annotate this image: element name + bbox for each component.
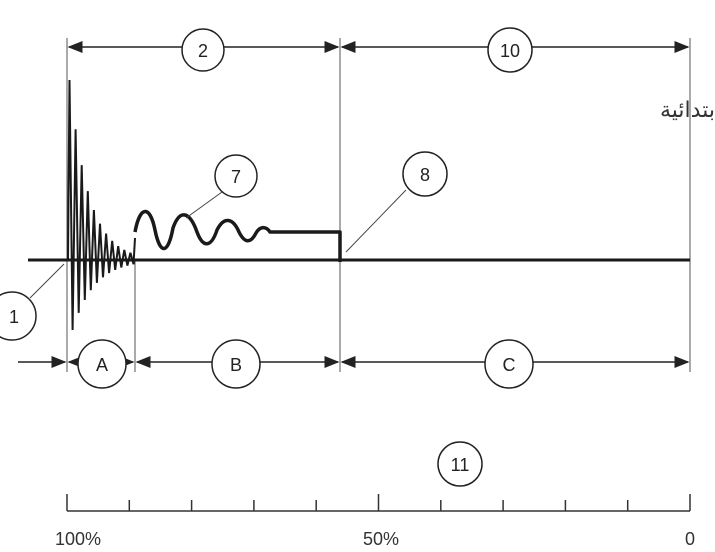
svg-text:1: 1: [9, 307, 19, 327]
svg-text:11: 11: [451, 455, 470, 475]
scale-label-100: 100%: [55, 529, 101, 549]
svg-text:A: A: [96, 355, 108, 375]
svg-text:7: 7: [231, 167, 241, 187]
circuit-caption: الدائرة الابتدائية: [660, 98, 715, 123]
svg-text:8: 8: [420, 165, 430, 185]
phase-label-c: C: [484, 339, 534, 389]
damped-wave: [133, 209, 342, 262]
scale-label-0: 0: [685, 529, 695, 549]
oscillation-trace: [67, 79, 136, 331]
callout-8: 8: [345, 151, 448, 253]
callout-1: 1: [0, 263, 65, 341]
phase-label-a: A: [77, 339, 127, 389]
callout-7: 7: [185, 154, 258, 219]
callout-2: 2: [181, 28, 225, 72]
svg-text:B: B: [230, 355, 242, 375]
percent-scale-ticks: [66, 494, 691, 511]
callout-11: 11: [437, 441, 483, 487]
oscillation-burst: [67, 79, 136, 331]
svg-text:10: 10: [500, 41, 520, 61]
scale-label-50: 50%: [363, 529, 399, 549]
callout-10: 10: [487, 27, 533, 73]
svg-text:C: C: [503, 355, 516, 375]
phase-label-b: B: [211, 339, 261, 389]
svg-text:2: 2: [198, 41, 208, 61]
